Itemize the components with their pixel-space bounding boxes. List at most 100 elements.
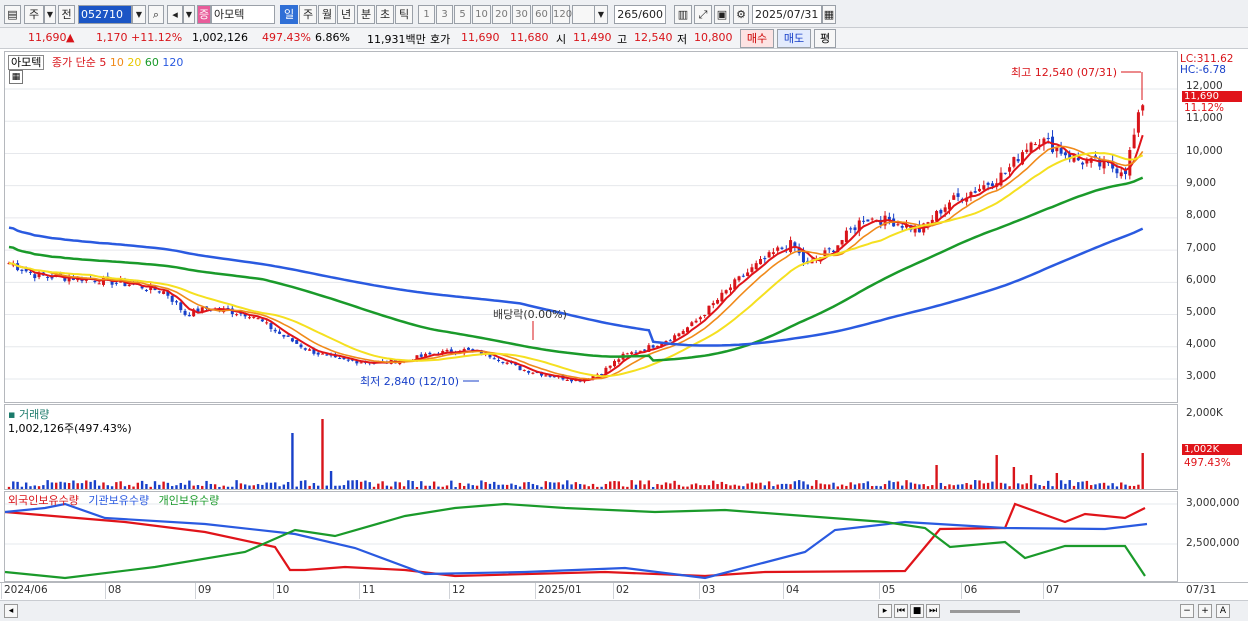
stock-label[interactable]: 아모텍: [8, 55, 45, 70]
date-input[interactable]: 2025/07/31: [752, 5, 822, 24]
chart-type-icon[interactable]: ▥: [674, 5, 692, 24]
stock-code-input[interactable]: 052710: [78, 5, 132, 24]
candle-body: [1141, 105, 1145, 111]
minute-option[interactable]: 10: [472, 5, 491, 24]
chevron-down-icon[interactable]: ▼: [44, 5, 56, 24]
rewind-icon[interactable]: ⏮: [894, 604, 908, 618]
speaker-icon[interactable]: ◂: [167, 5, 183, 24]
candle-body: [445, 350, 449, 352]
volume-bar: [720, 481, 724, 489]
legend-institution[interactable]: 기관보유수량: [88, 494, 150, 507]
window-menu-icon[interactable]: ▤: [4, 5, 21, 24]
candle-body: [1124, 170, 1128, 175]
tab-second[interactable]: 초: [376, 5, 394, 24]
ma10-line: [8, 145, 1144, 380]
holdings-chart-pane[interactable]: 외국인보유수량 기관보유수량 개인보유수량: [4, 491, 1178, 582]
candle-body: [552, 375, 556, 378]
settings-icon[interactable]: ⚙: [733, 5, 749, 24]
high-price: 12,540: [634, 31, 673, 44]
volume-bar: [510, 483, 513, 489]
stock-name-field[interactable]: 아모텍: [211, 5, 275, 24]
volume-bar: [759, 482, 762, 489]
time-axis-tick: [879, 583, 880, 599]
chevron-down-icon[interactable]: ▼: [183, 5, 195, 24]
chart-scrollbar[interactable]: ◂ ▸ ⏮ ■ ⏭ − + A: [0, 600, 1248, 621]
save-icon[interactable]: ▣: [714, 5, 730, 24]
candle-body: [308, 349, 312, 351]
calendar-icon[interactable]: ▦: [822, 5, 836, 24]
current-pct-marker: 11.12%: [1184, 102, 1225, 114]
candle-body: [286, 335, 290, 337]
volume-bar: [566, 480, 569, 489]
minute-option[interactable]: 120: [552, 5, 572, 24]
evaluate-button[interactable]: 평: [814, 29, 836, 48]
prefix-button[interactable]: 전: [58, 5, 75, 24]
legend-individual[interactable]: 개인보유수량: [158, 494, 220, 507]
zoom-slider[interactable]: [950, 610, 1020, 613]
stop-icon[interactable]: ■: [910, 604, 924, 618]
candle-body: [1029, 142, 1033, 153]
volume-bar: [1141, 453, 1144, 489]
minute-option[interactable]: 3: [436, 5, 453, 24]
ma-label[interactable]: 종가 단순: [51, 56, 96, 69]
market-type-button[interactable]: 주: [24, 5, 44, 24]
volume-bar: [338, 485, 341, 489]
minute-option[interactable]: 5: [454, 5, 471, 24]
count-display[interactable]: 265/600: [614, 5, 666, 24]
candle-body: [999, 172, 1003, 186]
volume-chart-canvas[interactable]: [5, 405, 1177, 489]
sell-button[interactable]: 매도: [777, 29, 811, 48]
candle-body: [780, 247, 784, 249]
price-chart-pane[interactable]: 최고 12,540 (07/31) 최저 2,840 (12/10) 배당락(0.0…: [4, 51, 1178, 403]
scroll-left-icon[interactable]: ◂: [4, 604, 18, 618]
tab-minute[interactable]: 분: [357, 5, 375, 24]
minute-option[interactable]: 1: [418, 5, 435, 24]
candle-body: [733, 279, 737, 290]
volume-bar: [170, 486, 174, 489]
volume-bar: [128, 484, 131, 489]
volume-chart-pane[interactable]: ▪ 거래량 1,002,126주(497.43%): [4, 404, 1178, 490]
volume-bar: [132, 486, 135, 489]
volume-bar: [651, 486, 655, 489]
holdings-chart-canvas[interactable]: [5, 492, 1177, 581]
tab-year[interactable]: 년: [337, 5, 355, 24]
volume-bar: [196, 485, 200, 489]
font-size-icon[interactable]: A: [1216, 604, 1230, 618]
candle-body: [24, 269, 28, 272]
volume-bar: [256, 484, 260, 489]
candle-body: [192, 309, 196, 317]
table-icon[interactable]: ▦: [9, 70, 23, 84]
volume-bar: [149, 486, 152, 489]
minute-option[interactable]: 20: [492, 5, 511, 24]
tab-month[interactable]: 월: [318, 5, 336, 24]
candle-body: [990, 183, 994, 187]
volume-bar: [634, 484, 638, 489]
scroll-right-icon[interactable]: ▸: [878, 604, 892, 618]
forward-icon[interactable]: ⏭: [926, 604, 940, 618]
buy-button[interactable]: 매수: [740, 29, 774, 48]
volume-title[interactable]: ▪ 거래량: [8, 408, 50, 421]
volume-bar: [93, 480, 97, 489]
minute-option[interactable]: 60: [532, 5, 551, 24]
zoom-out-icon[interactable]: −: [1180, 604, 1194, 618]
volume-bar: [767, 481, 771, 489]
volume-bar: [1124, 484, 1127, 489]
volume-bar: [1085, 480, 1089, 489]
candle-body: [346, 359, 350, 361]
open-price: 11,490: [573, 31, 612, 44]
tab-day[interactable]: 일: [280, 5, 298, 24]
chevron-down-icon[interactable]: ▼: [594, 5, 608, 24]
volume-bar: [561, 484, 565, 489]
tab-tick[interactable]: 틱: [395, 5, 413, 24]
draw-tool-icon[interactable]: ⤢: [694, 5, 712, 24]
search-icon[interactable]: ⌕: [148, 5, 164, 24]
volume-bar: [55, 482, 58, 489]
price-chart-canvas[interactable]: 최고 12,540 (07/31) 최저 2,840 (12/10) 배당락(0.0…: [5, 52, 1177, 402]
candle-body: [887, 216, 891, 221]
minute-option[interactable]: 30: [512, 5, 531, 24]
tab-week[interactable]: 주: [299, 5, 317, 24]
legend-foreign[interactable]: 외국인보유수량: [8, 494, 79, 507]
volume-bar: [978, 480, 981, 489]
chevron-down-icon[interactable]: ▼: [132, 5, 146, 24]
zoom-in-icon[interactable]: +: [1198, 604, 1212, 618]
